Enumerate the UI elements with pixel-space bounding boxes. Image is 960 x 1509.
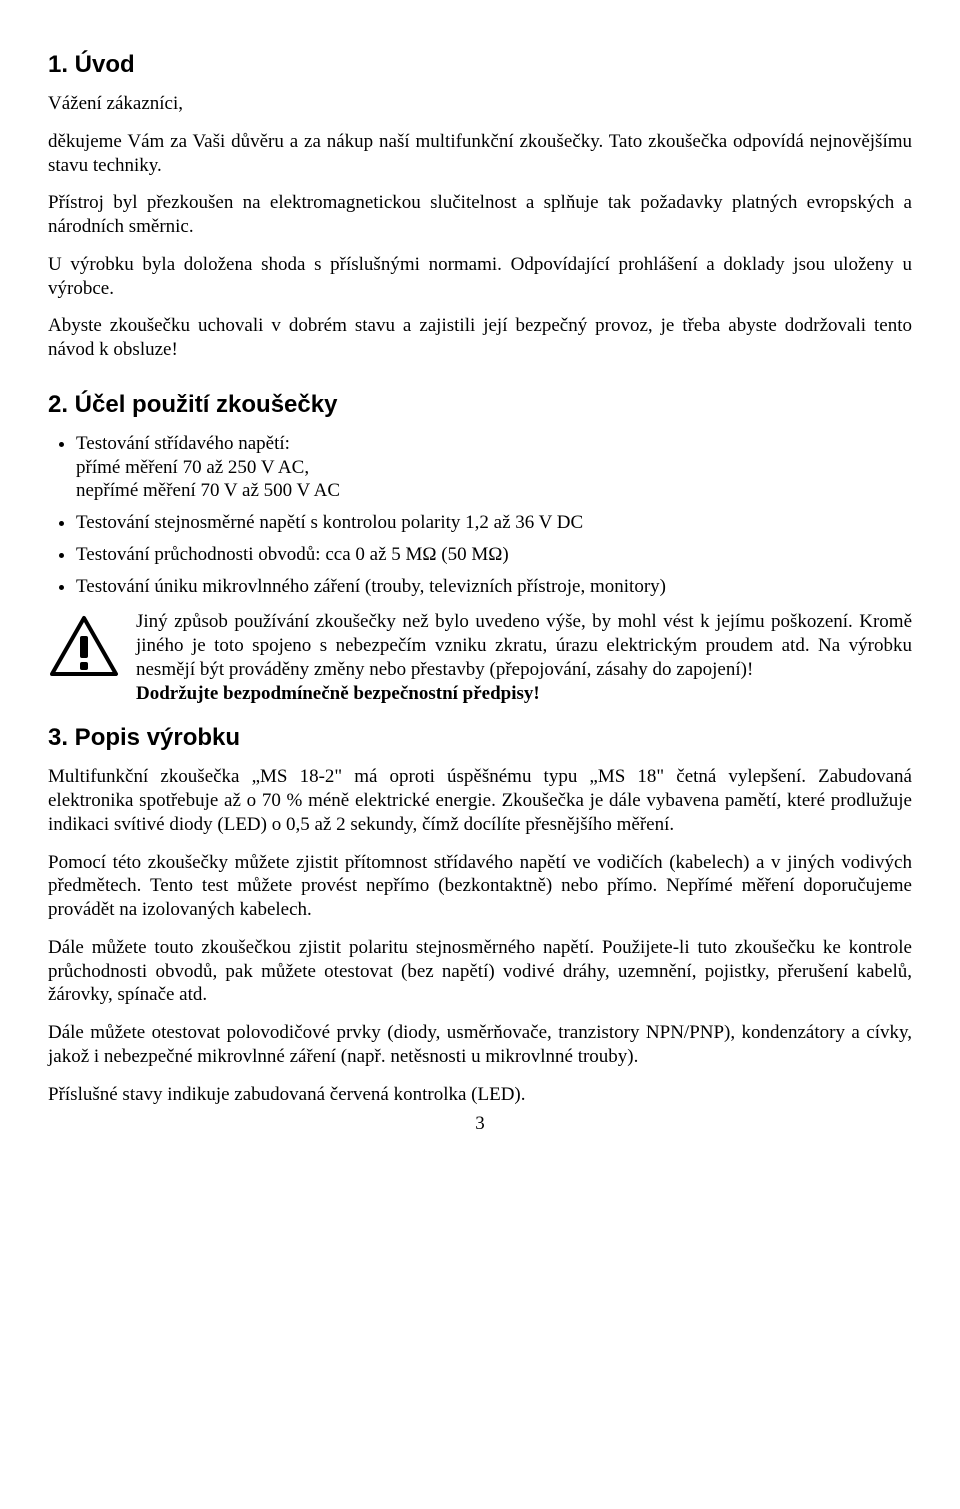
page-number: 3 [48,1112,912,1136]
warning-text: Jiný způsob používání zkoušečky než bylo… [136,611,912,680]
warning-triangle-icon [48,614,120,678]
list-item: Testování průchodnosti obvodů: cca 0 až … [76,543,912,567]
heading-description: 3. Popis výrobku [48,723,912,753]
list-item: Testování střídavého napětí: přímé měřen… [76,432,912,503]
list-item-line: Testování průchodnosti obvodů: cca 0 až … [76,544,509,565]
desc-p2: Pomocí této zkoušečky můžete zjistit pří… [48,851,912,922]
list-item-line: Testování stejnosměrné napětí s kontrolo… [76,512,583,533]
warning-text-block: Jiný způsob používání zkoušečky než bylo… [136,610,912,705]
desc-p4: Dále můžete otestovat polovodičové prvky… [48,1021,912,1069]
section-intro: 1. Úvod Vážení zákazníci, děkujeme Vám z… [48,50,912,362]
desc-p3: Dále můžete touto zkoušečkou zjistit pol… [48,936,912,1007]
warning-block: Jiný způsob používání zkoušečky než bylo… [48,610,912,705]
warning-bold: Dodržujte bezpodmínečně bezpečnostní pře… [136,683,540,704]
list-item-line: přímé měření 70 až 250 V AC, [76,456,912,480]
list-item-line: Testování úniku mikrovlnného záření (tro… [76,576,666,597]
intro-p5: Abyste zkoušečku uchovali v dobrém stavu… [48,314,912,362]
intro-salutation: Vážení zákazníci, [48,92,912,116]
list-item-line: nepřímé měření 70 V až 500 V AC [76,479,912,503]
intro-p2: děkujeme Vám za Vaši důvěru a za nákup n… [48,130,912,178]
heading-purpose: 2. Účel použití zkoušečky [48,390,912,420]
section-description: 3. Popis výrobku Multifunkční zkoušečka … [48,723,912,1106]
desc-p5: Příslušné stavy indikuje zabudovaná červ… [48,1083,912,1107]
list-item-line: Testování střídavého napětí: [76,432,912,456]
purpose-list: Testování střídavého napětí: přímé měřen… [48,432,912,599]
desc-p1: Multifunkční zkoušečka „MS 18-2" má opro… [48,765,912,836]
intro-p4: U výrobku byla doložena shoda s příslušn… [48,253,912,301]
section-purpose: 2. Účel použití zkoušečky Testování stří… [48,390,912,706]
intro-p3: Přístroj byl přezkoušen na elektromagnet… [48,191,912,239]
list-item: Testování úniku mikrovlnného záření (tro… [76,575,912,599]
heading-intro: 1. Úvod [48,50,912,80]
list-item: Testování stejnosměrné napětí s kontrolo… [76,511,912,535]
